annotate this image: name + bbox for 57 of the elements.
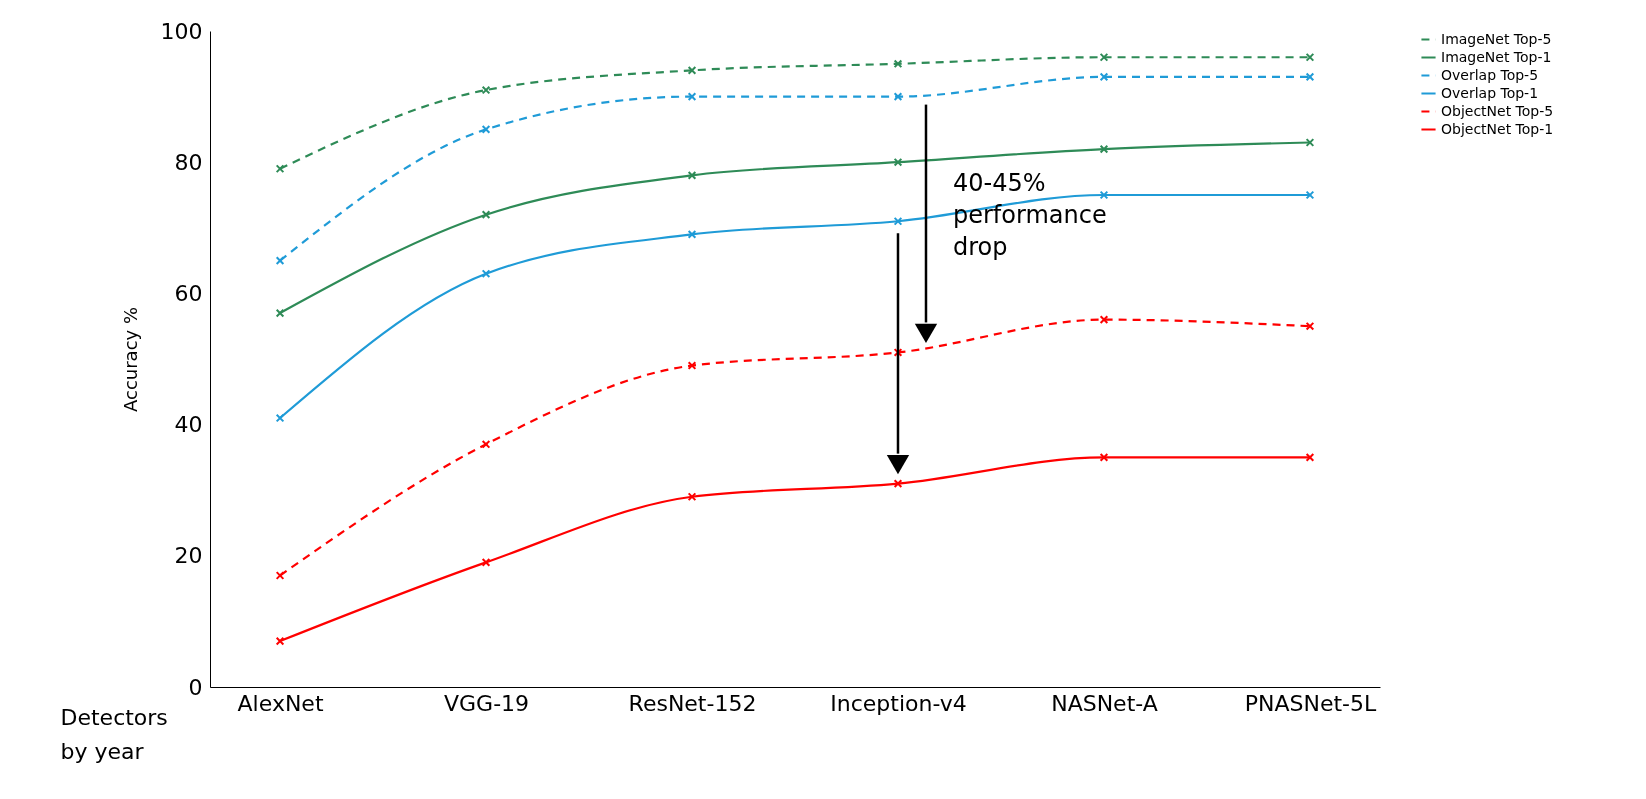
point [1305,190,1315,200]
point [1099,453,1109,462]
point [893,479,903,488]
legend-label: ImageNet Top-1 [1441,48,1552,65]
point [481,125,491,134]
y-tick-label: 100 [160,18,203,44]
point [481,85,491,95]
point [275,256,285,265]
point [1305,453,1315,462]
point [687,230,697,239]
point [481,210,491,220]
point [1099,190,1109,200]
point [481,269,491,279]
point [1305,72,1315,82]
point [1099,52,1109,62]
y-tick-label: 40 [174,412,203,438]
y-tick-label: 60 [174,280,203,306]
point [687,92,697,101]
x-axis-title: Detectors by year [60,704,168,764]
point [893,348,903,357]
x-tick-label: AlexNet [237,690,324,716]
point [1305,138,1315,147]
legend-label: ObjectNet Top-5 [1441,102,1554,119]
y-tick-label: 20 [174,543,203,569]
point [275,308,285,318]
point [893,216,903,226]
y-tick-label: 80 [174,149,203,175]
legend-label: ObjectNet Top-1 [1441,120,1554,137]
x-tick-label: Inception-v4 [830,690,967,716]
point [687,66,697,75]
point [687,170,697,180]
legend-label: ImageNet Top-5 [1441,30,1552,47]
point [893,59,903,69]
point [275,164,285,174]
point [481,439,491,449]
point [275,571,285,580]
annotation: 40-45% performance drop [952,169,1107,262]
point [893,157,903,167]
point [1099,144,1109,154]
point [893,92,903,101]
point [1305,52,1315,62]
point [687,361,697,370]
x-tick-label: PNASNet-5L [1244,690,1377,716]
y-axis-title: Accuracy % [119,306,141,413]
legend-label: Overlap Top-5 [1441,66,1539,83]
point [1099,315,1109,324]
point [1099,72,1109,82]
x-tick-label: NASNet-A [1051,690,1158,716]
point [1305,321,1315,331]
point [481,558,491,567]
point [687,492,697,502]
x-tick-label: ResNet-152 [628,690,757,716]
x-tick-label: VGG-19 [443,690,530,716]
point [275,636,285,646]
y-tick-label: 0 [188,674,203,700]
point [275,413,285,423]
legend-label: Overlap Top-1 [1441,84,1539,101]
